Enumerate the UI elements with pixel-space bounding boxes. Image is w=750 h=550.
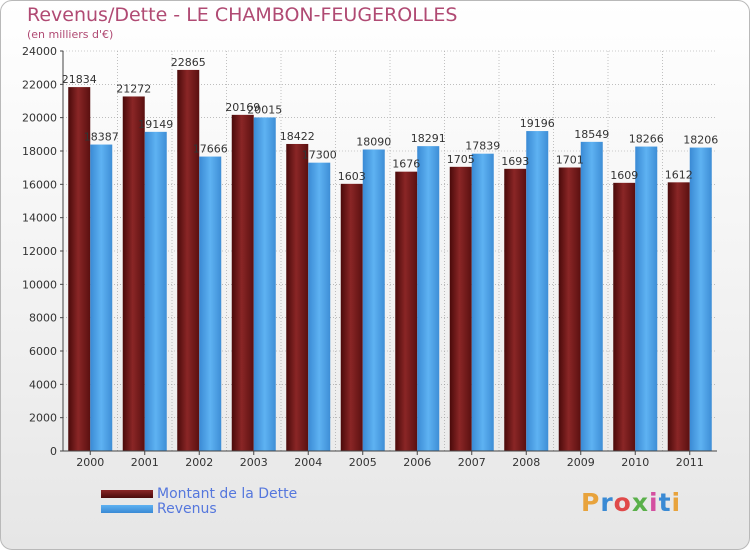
data-label: 19149: [138, 118, 173, 131]
bars: [68, 69, 712, 452]
legend-swatch-dette: [101, 490, 153, 498]
bar-revenus: [635, 146, 658, 452]
bar-revenus: [308, 162, 331, 451]
bar-revenus: [90, 144, 113, 452]
data-label: 18549: [574, 128, 609, 141]
legend-item-dette: Montant de la Dette: [101, 487, 297, 502]
data-label: 1612: [665, 168, 693, 181]
legend: Montant de la Dette Revenus: [101, 487, 297, 517]
y-tick-label: 8000: [29, 312, 57, 325]
x-tick-label: 2011: [676, 456, 704, 469]
x-tick-label: 2005: [349, 456, 377, 469]
x-tick-label: 2009: [567, 456, 595, 469]
bar-dette: [558, 167, 581, 451]
data-label: 18291: [411, 132, 446, 145]
data-labels: 21834 18387 21272 19149 22865 17666 2016920015…: [62, 56, 719, 183]
x-tick-label: 2007: [458, 456, 486, 469]
logo-letter: i: [671, 488, 682, 517]
logo-letter: x: [631, 488, 649, 517]
bar-dette: [231, 114, 254, 451]
legend-swatch-revenus: [101, 505, 153, 513]
data-label: 20169: [225, 101, 260, 114]
bar-dette: [667, 182, 690, 452]
y-tick-label: 14000: [22, 212, 57, 225]
bar-dette: [177, 69, 200, 452]
x-tick-label: 2002: [185, 456, 213, 469]
data-label: 18206: [683, 134, 718, 147]
bar-dette: [340, 183, 363, 452]
legend-item-revenus: Revenus: [101, 502, 297, 517]
data-label: 18090: [356, 136, 391, 149]
y-tick-label: 4000: [29, 378, 57, 391]
data-label: 21834: [62, 73, 97, 86]
data-label: 1701: [556, 154, 584, 167]
x-tick-label: 2006: [403, 456, 431, 469]
data-label: 22865: [171, 56, 206, 69]
data-label: 18266: [629, 133, 664, 146]
data-label: 19196: [520, 117, 555, 130]
data-label: 1676: [392, 158, 420, 171]
y-tick-label: 6000: [29, 345, 57, 358]
y-tick-label: 22000: [22, 78, 57, 91]
data-label: 1705: [447, 153, 475, 166]
bar-dette: [504, 168, 527, 452]
x-tick-label: 2001: [131, 456, 159, 469]
logo-letter: o: [613, 488, 632, 517]
bar-dette: [286, 143, 309, 451]
bar-revenus: [417, 146, 440, 451]
x-tick-label: 2003: [240, 456, 268, 469]
logo-letter: i: [649, 488, 659, 517]
y-tick-label: 18000: [22, 145, 57, 158]
data-label: 17300: [302, 149, 337, 162]
y-tick-label: 2000: [29, 412, 57, 425]
bar-revenus: [580, 141, 603, 451]
bar-revenus: [199, 156, 222, 452]
bar-revenus: [526, 131, 549, 452]
data-label: 17666: [193, 143, 228, 156]
y-tick-label: 10000: [22, 278, 57, 291]
data-label: 17839: [465, 140, 500, 153]
chart-title: Revenus/Dette - LE CHAMBON-FEUGEROLLES: [27, 4, 458, 26]
x-tick-label: 2000: [76, 456, 104, 469]
y-tick-label: 24000: [22, 45, 57, 58]
x-tick-label: 2004: [294, 456, 322, 469]
legend-label-revenus: Revenus: [157, 501, 217, 517]
data-label: 1693: [501, 155, 529, 168]
data-label: 20015: [247, 103, 282, 116]
bar-dette: [122, 96, 145, 451]
bar-revenus: [144, 131, 167, 451]
logo-letter: P: [581, 488, 601, 517]
bar-revenus: [689, 147, 712, 452]
bar-dette: [68, 87, 91, 451]
proxiti-logo: Proxiti: [581, 488, 681, 517]
grid: [63, 50, 717, 451]
logo-letter: t: [658, 488, 672, 517]
bar-dette: [449, 166, 472, 452]
y-tick-label: 12000: [22, 245, 57, 258]
x-tick-label: 2008: [512, 456, 540, 469]
axes: 0 2000 4000 6000 8000 10000 12000 14000 16000 180…: [22, 45, 717, 469]
bar-revenus: [253, 117, 276, 452]
x-tick-label: 2010: [621, 456, 649, 469]
bar-revenus: [471, 153, 494, 451]
data-label: 1609: [610, 169, 638, 182]
logo-letter: r: [600, 488, 614, 517]
data-label: 18422: [280, 130, 315, 143]
y-tick-label: 16000: [22, 178, 57, 191]
data-label: 18387: [84, 131, 119, 144]
y-tick-label: 0: [50, 445, 57, 458]
bar-revenus: [362, 149, 385, 451]
bar-dette: [613, 182, 636, 452]
data-label: 1603: [338, 170, 366, 183]
legend-label-dette: Montant de la Dette: [157, 486, 298, 502]
bar-dette: [395, 171, 418, 451]
y-tick-label: 20000: [22, 112, 57, 125]
data-label: 21272: [116, 82, 151, 95]
chart-subtitle: (en milliers d'€): [27, 28, 114, 41]
